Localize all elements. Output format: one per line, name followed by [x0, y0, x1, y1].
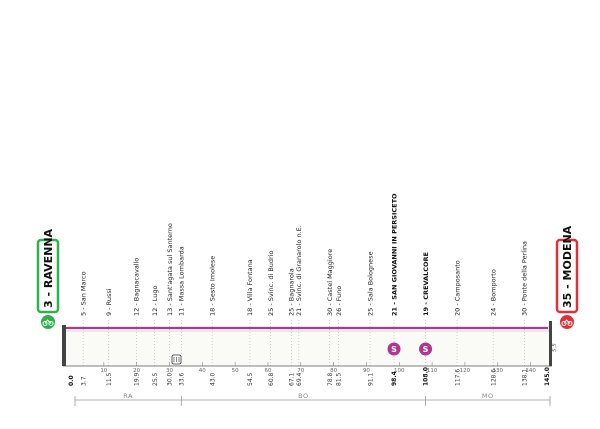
waypoint-name: 21 - SAN GIOVANNI IN PERSICETO	[390, 193, 398, 316]
axis-tick-label: 40	[199, 368, 206, 374]
finish-label-box	[555, 238, 579, 314]
axis-tick-label: 100	[394, 368, 405, 374]
axis-tick-label: 60	[264, 368, 271, 374]
waypoint-km: 128.6	[490, 369, 497, 386]
waypoint-name: 20 - Camposanto	[453, 260, 461, 316]
sprint-icon	[387, 342, 401, 356]
waypoint-name: 24 - Bomporto	[489, 269, 497, 316]
axis-tick-label: 120	[460, 368, 471, 374]
waypoint-km: 0.0	[68, 375, 75, 386]
waypoint-km: 43.0	[209, 372, 216, 386]
waypoint-name: 25 - Bagnarola	[288, 268, 296, 316]
start-marker: 3 - RAVENNA	[36, 228, 60, 329]
axis-tick-label: 80	[330, 368, 337, 374]
waypoint-name: 11 - Massa Lombarda	[178, 246, 186, 316]
waypoint-km: 54.5	[247, 372, 254, 386]
sprint-icon-label: S	[423, 345, 429, 354]
waypoint-name: 13 - Sant'agata sul Santerno	[166, 223, 174, 316]
finish-note: 5.5	[552, 343, 558, 352]
province-label: MO	[482, 392, 494, 400]
waypoint-km: 69.4	[296, 372, 303, 386]
waypoint-km: 19.9	[134, 372, 141, 386]
waypoint-km: 25.5	[152, 372, 159, 386]
right-edge	[549, 321, 552, 366]
waypoint-km: 81.5	[336, 372, 343, 386]
axis-tick-label: 140	[525, 368, 536, 374]
waypoint-name: 30 - Ponte della Perlina	[521, 241, 529, 316]
waypoint-name: 19 - CREVALCORE	[422, 252, 430, 316]
waypoint-km: 3.7	[80, 376, 87, 386]
waypoint-km: 11.5	[106, 372, 113, 386]
axis-tick-label: 70	[297, 368, 304, 374]
waypoint-name: 26 - Funo	[335, 286, 343, 316]
axis-tick-label: 130	[493, 368, 504, 374]
waypoint-name: 12 - Lugo	[151, 285, 159, 316]
province-label: RA	[123, 392, 133, 400]
waypoint-name: 18 - Sesto Imolese	[208, 256, 216, 316]
sprint-icon	[419, 342, 433, 356]
axis-tick-label: 50	[232, 368, 239, 374]
axis-tick-label: 90	[363, 368, 370, 374]
waypoint-name: 25 - Svinc. di Budrio	[267, 250, 275, 316]
waypoint-km: 117.6	[454, 369, 461, 386]
profile-base	[63, 332, 552, 366]
feed-zone-icon	[171, 354, 182, 365]
waypoint-name: 21 - Svinc. di Granarolo n.E.	[295, 225, 303, 316]
waypoint-name: 12 - Bagnacavallo	[133, 258, 141, 316]
waypoint-km: 145.0	[544, 367, 551, 386]
waypoint-km: 91.1	[367, 372, 374, 386]
waypoint-name: 30 - Castel Maggiore	[326, 249, 334, 316]
axis-tick-label: 10	[100, 368, 107, 374]
finish-city-label: 35 - MODENA	[561, 225, 574, 308]
axis-tick-label: 110	[427, 368, 438, 374]
waypoint-km: 67.1	[288, 372, 295, 386]
province-label: BO	[298, 392, 308, 400]
waypoint-km: 78.8	[327, 372, 334, 386]
waypoint-km: 30.0	[167, 372, 174, 386]
waypoint-km: 60.8	[268, 372, 275, 386]
waypoint-name: 25 - Sala Bolognese	[366, 251, 374, 316]
bike-icon	[561, 319, 573, 326]
sprint-icon-label: S	[391, 345, 397, 354]
axis-tick-label: 30	[166, 368, 173, 374]
start-city-label: 3 - RAVENNA	[42, 228, 55, 308]
waypoint-km: 108.0	[423, 367, 430, 386]
axis-tick-label: 20	[133, 368, 140, 374]
left-edge	[62, 325, 66, 366]
finish-marker: 35 - MODENA	[555, 225, 579, 329]
waypoint-name: 5 - San Marco	[79, 271, 87, 316]
start-label-box	[36, 238, 60, 314]
waypoint-km: 33.6	[179, 372, 186, 386]
waypoint-km: 138.1	[522, 369, 529, 386]
waypoint-name: 18 - Villa Fontana	[246, 259, 254, 316]
waypoint-km: 98.4	[391, 371, 398, 386]
waypoint-name: 9 - Russi	[105, 288, 113, 316]
bike-icon	[42, 319, 54, 326]
